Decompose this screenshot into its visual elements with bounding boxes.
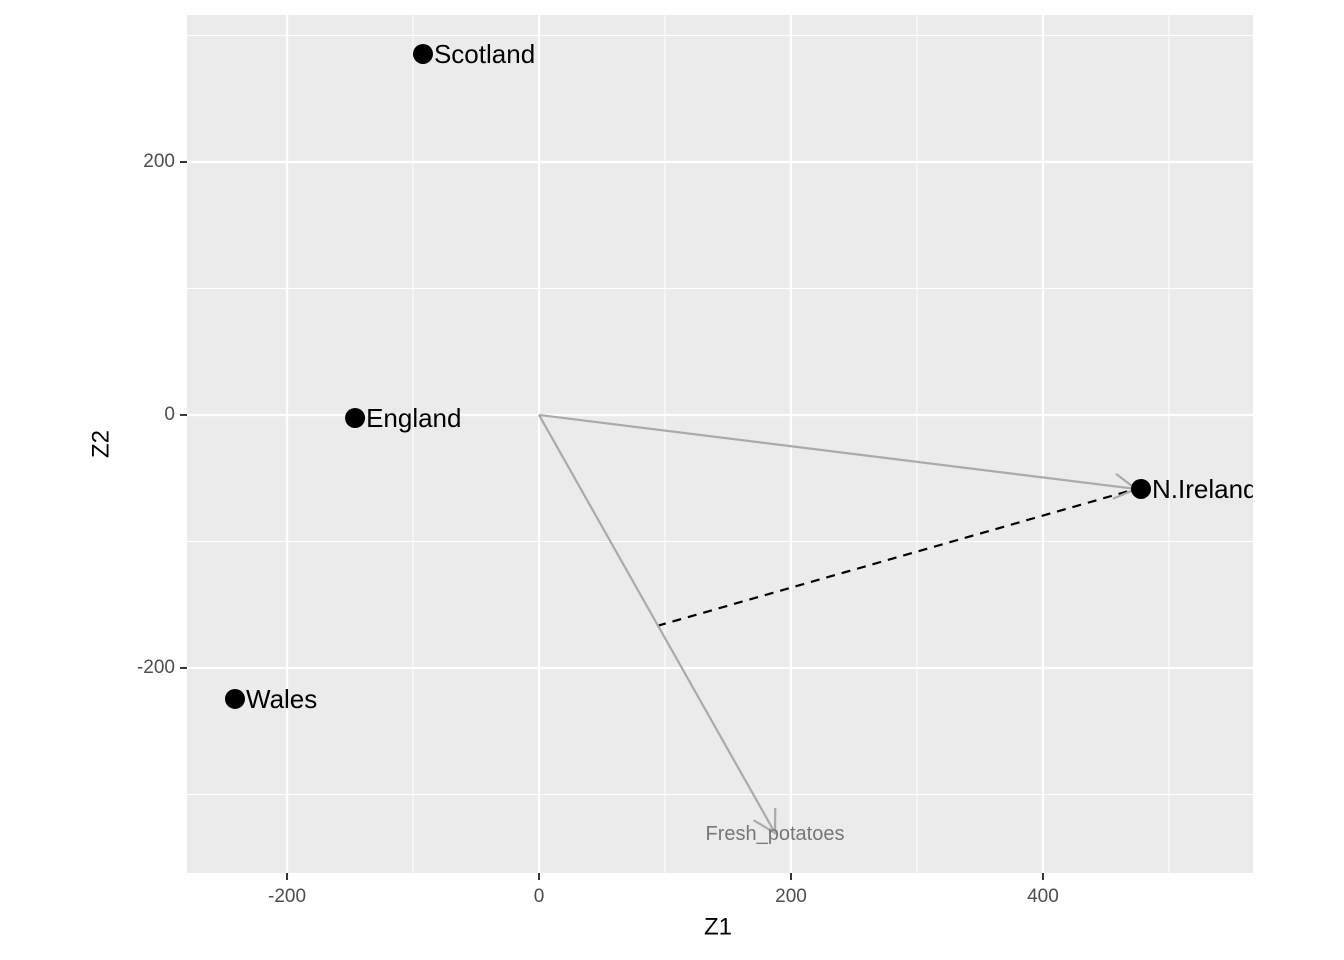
arrow — [538, 413, 1137, 491]
point — [412, 43, 433, 64]
point-label: England — [366, 403, 461, 433]
axes: -200 0 200 400 -200 0 200 — [137, 151, 1059, 907]
y-axis-title: Z2 — [87, 430, 114, 458]
arrow — [538, 414, 776, 834]
x-tick-label: 400 — [1027, 886, 1059, 907]
arrow-head — [752, 807, 777, 835]
x-tick-label: 200 — [775, 886, 807, 907]
point-label: Wales — [246, 684, 317, 714]
x-axis-title: Z1 — [704, 913, 732, 940]
x-tick-label: -200 — [268, 886, 306, 907]
point-label: Scotland — [434, 39, 535, 69]
point — [345, 408, 366, 429]
projection-line — [656, 487, 1137, 628]
y-tick-label: -200 — [137, 657, 175, 678]
plot-area: Fresh_potatoes Scotland England Wales N.Irel… — [225, 39, 1258, 845]
arrow-label: Fresh_potatoes — [706, 823, 845, 845]
point-label: N.Ireland — [1152, 474, 1258, 504]
x-tick-label: 0 — [534, 886, 545, 907]
point — [1130, 478, 1151, 499]
point — [225, 688, 246, 709]
grid — [187, 15, 1253, 873]
y-tick-label: 0 — [164, 404, 175, 425]
panel — [187, 15, 1253, 873]
y-tick-label: 200 — [143, 151, 175, 172]
